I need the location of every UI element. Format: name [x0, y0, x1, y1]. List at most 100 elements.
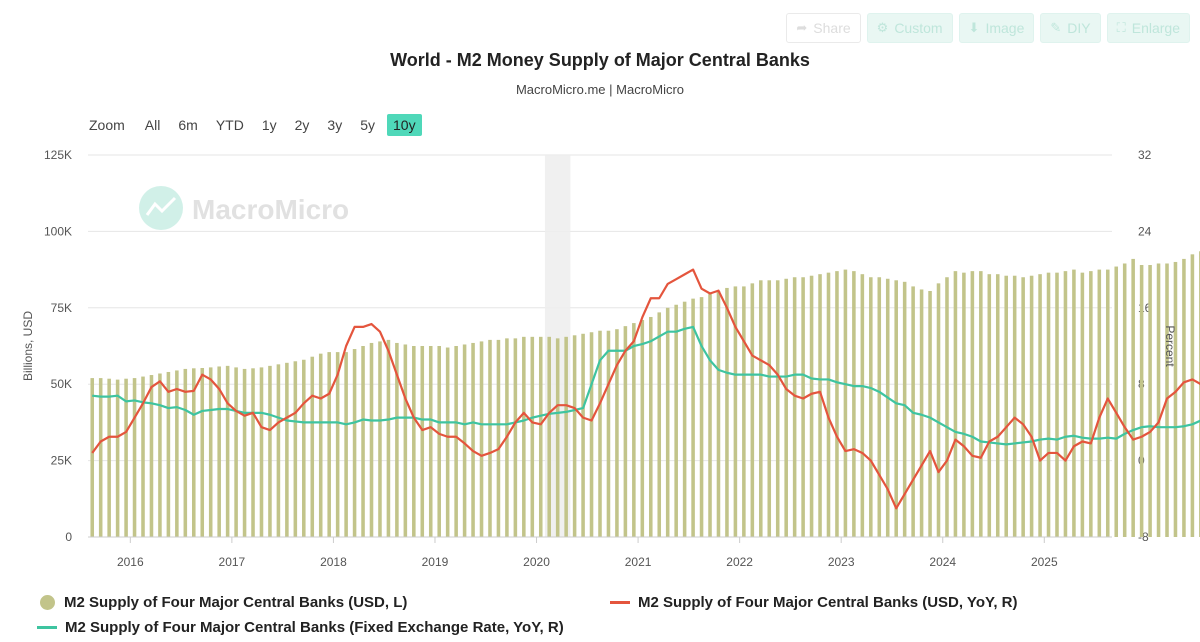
bar	[809, 275, 814, 537]
bar	[530, 336, 535, 537]
legend-bar-symbol	[40, 595, 55, 610]
bar	[843, 269, 848, 537]
bar	[945, 277, 949, 537]
bar	[200, 368, 205, 537]
diy-button[interactable]: ✎ DIY	[1040, 13, 1101, 43]
bar	[335, 352, 340, 537]
bar	[716, 290, 721, 537]
bar	[344, 352, 348, 537]
bar	[293, 361, 298, 537]
bar	[581, 333, 585, 537]
zoom-option-all[interactable]: All	[144, 117, 161, 133]
zoom-option-10y[interactable]: 10y	[387, 114, 422, 136]
bar	[522, 336, 526, 537]
enlarge-button[interactable]: ⛶ Enlarge	[1106, 13, 1190, 43]
bar	[1004, 275, 1008, 537]
bar	[885, 278, 890, 537]
bar	[1156, 263, 1161, 537]
bar	[962, 272, 966, 537]
bar	[1097, 269, 1102, 537]
bar	[183, 368, 188, 537]
y-right-tick-label: 24	[1138, 224, 1152, 238]
bar	[1029, 275, 1034, 537]
x-tick-label: 2020	[523, 555, 550, 569]
bar	[488, 339, 492, 537]
bar	[175, 370, 179, 537]
bar	[674, 304, 678, 537]
bar	[547, 336, 552, 537]
custom-button[interactable]: ⚙ Custom	[866, 13, 953, 43]
bar	[268, 365, 272, 537]
bar	[1080, 272, 1085, 537]
legend-item-m2-fixed-yoy[interactable]: M2 Supply of Four Major Central Banks (F…	[37, 619, 564, 636]
bar-series	[90, 251, 1200, 537]
bar	[412, 346, 416, 537]
bar	[1148, 265, 1152, 537]
bar	[462, 344, 467, 537]
bar	[1105, 269, 1110, 537]
bar	[445, 347, 450, 537]
bar	[725, 287, 729, 537]
bar	[234, 367, 238, 537]
legend-item-m2-usd-yoy[interactable]: M2 Supply of Four Major Central Banks (U…	[610, 594, 1018, 611]
legend-label-m2-usd: M2 Supply of Four Major Central Banks (U…	[64, 594, 408, 611]
bar	[242, 368, 247, 537]
bar	[657, 312, 662, 537]
bar	[90, 378, 95, 537]
bar	[310, 356, 315, 537]
bar	[589, 332, 594, 537]
y-left-tick-label: 75K	[51, 301, 72, 315]
bar	[648, 316, 653, 537]
series-line-usd-yoy	[91, 268, 1200, 510]
bar	[919, 289, 924, 537]
zoom-option-ytd[interactable]: YTD	[215, 117, 244, 133]
y-left-tick-label: 100K	[44, 224, 72, 238]
zoom-option-2y[interactable]: 2y	[294, 117, 310, 133]
y-right-tick-label: -8	[1138, 530, 1149, 544]
chart-canvas: 0-825K050K875K16100K24125K32MacroMicro20…	[21, 148, 1200, 569]
bar	[192, 368, 196, 537]
zoom-option-6m[interactable]: 6m	[178, 117, 198, 133]
bar	[970, 271, 975, 537]
x-tick-label: 2017	[219, 555, 246, 569]
bar	[302, 359, 306, 537]
image-button[interactable]: ⬇ Image	[958, 13, 1035, 43]
bar	[775, 280, 780, 537]
y-left-axis-title: Billions, USD	[21, 311, 35, 381]
bar	[750, 283, 755, 537]
bar	[276, 364, 281, 537]
bar	[555, 338, 560, 537]
bar	[995, 274, 1000, 537]
bar	[1190, 254, 1195, 537]
zoom-option-5y[interactable]: 5y	[360, 117, 375, 133]
share-label: Share	[813, 20, 851, 36]
y-left-tick-label: 125K	[44, 148, 72, 162]
bar	[1122, 263, 1127, 537]
chart-title: World - M2 Money Supply of Major Central…	[390, 50, 810, 70]
x-tick-label: 2021	[625, 555, 652, 569]
bar	[572, 335, 577, 537]
bar	[801, 277, 805, 537]
bar	[1131, 258, 1135, 537]
zoom-option-1y[interactable]: 1y	[261, 117, 277, 133]
bar	[1012, 275, 1017, 537]
zoom-option-3y[interactable]: 3y	[327, 117, 343, 133]
x-tick-label: 2024	[929, 555, 956, 569]
y-left-tick-label: 25K	[51, 454, 72, 468]
bar	[869, 277, 873, 537]
bar	[699, 297, 704, 537]
share-button[interactable]: ➦ Share	[786, 13, 861, 43]
bar	[1182, 258, 1186, 537]
bar	[826, 272, 831, 537]
x-tick-label: 2019	[422, 555, 449, 569]
x-tick-label: 2023	[828, 555, 855, 569]
legend-item-m2-usd[interactable]: M2 Supply of Four Major Central Banks (U…	[40, 594, 407, 611]
bar	[386, 339, 391, 537]
zoom-label: Zoom	[89, 117, 125, 133]
bar	[369, 342, 374, 537]
bar	[902, 281, 907, 537]
bar	[615, 329, 619, 537]
download-icon: ⬇	[968, 20, 980, 35]
bar	[395, 342, 399, 537]
bar	[132, 378, 137, 537]
